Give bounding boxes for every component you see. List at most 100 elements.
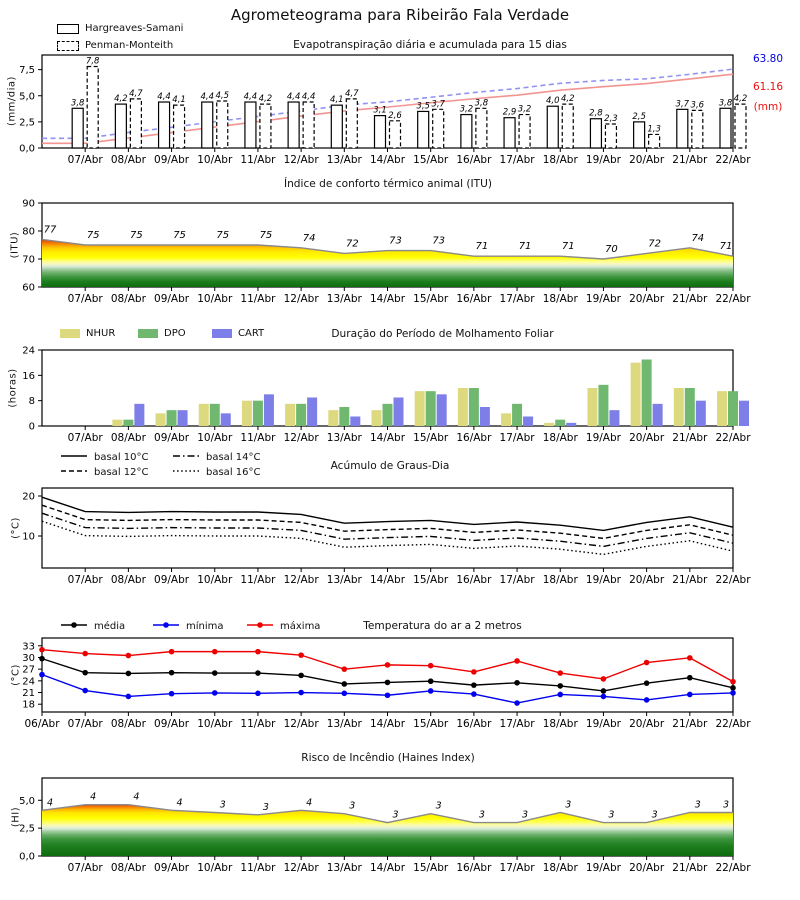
x-tick-label: 13/Abr	[327, 862, 363, 874]
x-tick-label: 18/Abr	[543, 154, 579, 166]
dpm-bar-dpo	[296, 403, 307, 426]
temp-point-média	[687, 674, 693, 681]
dpm-bar-nhur	[544, 422, 555, 426]
x-tick-label: 21/Abr	[672, 574, 708, 586]
x-tick-label: 14/Abr	[370, 718, 406, 730]
x-tick-label: 11/Abr	[240, 862, 276, 874]
legend-line-sample	[153, 622, 179, 628]
y-tick-label: 20	[22, 492, 35, 503]
evapo-bar-label-pm: 2,6	[388, 111, 402, 121]
gd-line-dashed	[41, 504, 734, 540]
dpm-bar-dpo	[728, 391, 738, 426]
temp-point-mínima	[730, 690, 736, 696]
itu-value-label: 72	[648, 238, 661, 249]
evapo-bar-label-hs: 4,4	[157, 92, 171, 102]
temp-point-média	[427, 678, 434, 685]
x-tick-label: 07/Abr	[68, 154, 104, 166]
x-tick-label: 08/Abr	[111, 432, 147, 444]
evapo-bar-label-hs: 4,2	[114, 94, 128, 104]
x-tick-label: 10/Abr	[197, 718, 233, 730]
x-tick-label: 14/Abr	[370, 574, 406, 586]
legend-label: basal 14°C	[206, 452, 261, 463]
evapo-bar-label-hs: 3,8	[71, 98, 85, 108]
y-tick-label: 80	[22, 227, 35, 238]
x-tick-label: 12/Abr	[284, 718, 320, 730]
dpm-bar-cart	[307, 397, 318, 426]
risco_incendio-value-label: 3	[565, 800, 571, 811]
legend-item-basal12: basal 12°C	[60, 466, 148, 479]
temp-point-mínima	[471, 691, 477, 697]
x-tick-label: 12/Abr	[284, 862, 320, 874]
x-tick-label: 16/Abr	[456, 293, 492, 305]
dpm-bar-cart	[177, 410, 188, 426]
evapo-bar-penman	[388, 120, 402, 149]
dpm-bar-nhur	[241, 400, 252, 426]
x-tick-label: 20/Abr	[629, 574, 665, 586]
x-tick-label: 22/Abr	[715, 432, 751, 444]
legend-item-maxima: máxima	[246, 620, 320, 633]
dpm-bar-cart	[263, 394, 274, 426]
temp-point-média	[514, 679, 520, 686]
evapo-bar-penman	[604, 123, 618, 149]
itu-value-label: 71	[720, 241, 733, 252]
dpm-bar-dpo	[339, 407, 350, 426]
x-tick-label: 15/Abr	[413, 718, 449, 730]
temp-point-mínima	[39, 671, 45, 678]
accumulated-hargreaves-total: 61.16	[752, 81, 784, 93]
evapo-bar-label-hs: 4,0	[546, 96, 560, 106]
legend-item-nhur: NHUR	[60, 328, 115, 339]
itu-value-label: 72	[346, 238, 359, 249]
legend-label: Hargreaves-Samani	[85, 23, 184, 34]
dpm-bar-nhur	[155, 413, 166, 426]
temp-point-máxima	[211, 648, 218, 655]
itu-value-label: 75	[216, 230, 229, 241]
temp-point-máxima	[730, 678, 736, 685]
y-tick-label: 60	[22, 283, 35, 294]
evapo-bar-penman	[345, 98, 358, 149]
temp-point-mínima	[427, 688, 434, 694]
itu-value-label: 74	[303, 233, 316, 244]
legend-label: máxima	[280, 621, 321, 632]
x-tick-label: 16/Abr	[456, 718, 492, 730]
evapo-bar-hargreaves	[287, 101, 300, 149]
x-tick-label: 16/Abr	[456, 862, 492, 874]
x-tick-label: 09/Abr	[154, 154, 190, 166]
x-tick-label: 17/Abr	[500, 862, 536, 874]
temp-point-mínima	[298, 689, 304, 696]
x-tick-label: 09/Abr	[154, 862, 190, 874]
y-tick-label: 90	[22, 199, 35, 210]
temp-point-máxima	[514, 658, 520, 664]
x-tick-label: 22/Abr	[715, 293, 751, 305]
y-tick-label: 0,0	[19, 144, 35, 155]
evapo-bar-label-hs: 3,1	[373, 106, 387, 116]
x-tick-label: 09/Abr	[154, 293, 190, 305]
x-tick-label: 13/Abr	[327, 293, 363, 305]
temp-point-máxima	[82, 650, 88, 657]
dpm-bar-dpo	[123, 419, 134, 426]
temp-point-máxima	[255, 648, 261, 655]
evapo-bar-hargreaves	[417, 110, 430, 149]
itu-value-label: 75	[260, 230, 273, 241]
dpm-bar-dpo	[209, 403, 220, 426]
dpm-bar-cart	[739, 400, 749, 426]
temp-point-mínima	[168, 690, 175, 697]
x-tick-label: 14/Abr	[370, 154, 406, 166]
x-tick-label: 06/Abr	[24, 718, 60, 730]
evapo-bar-label-pm: 3,7	[431, 99, 445, 109]
temp-point-média	[39, 655, 45, 662]
risco_incendio-value-label: 3	[392, 810, 398, 821]
itu-value-label: 74	[691, 233, 704, 244]
legend-item-penman: Penman-Monteith	[57, 40, 173, 51]
x-tick-label: 21/Abr	[672, 293, 708, 305]
dpm-bar-dpo	[641, 359, 652, 426]
x-tick-label: 22/Abr	[715, 718, 751, 730]
risco_incendio-curve	[41, 804, 733, 824]
temp-point-máxima	[341, 666, 348, 672]
x-tick-label: 13/Abr	[327, 718, 363, 730]
evapo-bar-label-pm: 3,2	[518, 105, 532, 115]
evapo-bar-penman	[302, 101, 315, 149]
temp-point-média	[557, 683, 564, 689]
x-tick-label: 07/Abr	[68, 718, 104, 730]
evapo-bar-hargreaves	[157, 101, 171, 149]
evapo-bar-hargreaves	[71, 107, 84, 149]
